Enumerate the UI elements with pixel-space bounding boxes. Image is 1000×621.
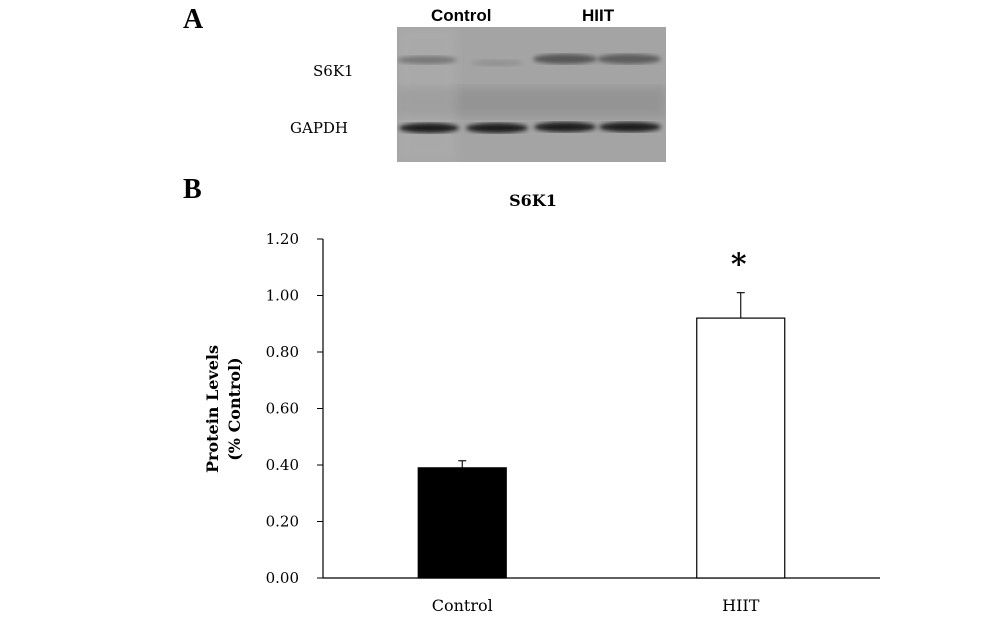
s6k1-band-control-2 bbox=[471, 60, 523, 66]
blot-lane-header-hiit: HIIT bbox=[582, 6, 615, 25]
y-tick-label: 0.80 bbox=[266, 343, 299, 361]
gapdh-band-hiit-2 bbox=[599, 122, 661, 132]
s6k1-band-hiit-1 bbox=[533, 54, 597, 64]
gapdh-band-control-1 bbox=[399, 123, 459, 133]
significance-asterisk: * bbox=[731, 248, 747, 283]
blot-lane-header-control: Control bbox=[431, 6, 492, 25]
y-tick-label: 1.20 bbox=[266, 230, 299, 248]
gapdh-band-hiit-1 bbox=[534, 122, 596, 132]
blot-row-label-s6k1: S6K1 bbox=[313, 62, 354, 80]
western-blot-bands bbox=[397, 27, 666, 162]
bar-hiit bbox=[696, 317, 786, 579]
panel-a-label: A bbox=[183, 4, 204, 35]
y-tick-label: 0.40 bbox=[266, 456, 299, 474]
s6k1-band-hiit-2 bbox=[597, 54, 661, 64]
y-tick-label: 0.20 bbox=[266, 513, 299, 531]
y-tick-label: 0.60 bbox=[266, 400, 299, 418]
bar-control bbox=[417, 467, 507, 579]
y-axis-label-line-2: (% Control) bbox=[225, 357, 244, 461]
x-tick-label-control: Control bbox=[432, 596, 493, 615]
gapdh-band-control-2 bbox=[466, 123, 528, 133]
y-axis-label-line-1: Protein Levels bbox=[203, 345, 222, 473]
y-tick-label: 1.00 bbox=[266, 287, 299, 305]
y-tick-label: 0.00 bbox=[266, 569, 299, 587]
panel-b-label: B bbox=[183, 174, 202, 205]
x-tick-label-hiit: HIIT bbox=[722, 596, 760, 615]
s6k1-band-control-1 bbox=[397, 56, 457, 64]
western-blot-image bbox=[397, 27, 666, 162]
blot-row-label-gapdh: GAPDH bbox=[290, 119, 349, 137]
chart-title: S6K1 bbox=[509, 191, 557, 210]
